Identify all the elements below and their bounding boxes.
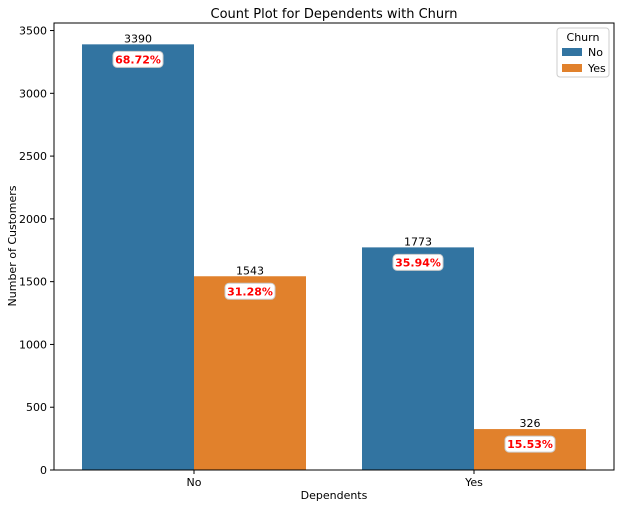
legend-label-yes: Yes: [587, 62, 606, 75]
count-label: 1543: [236, 264, 264, 277]
legend-items: No Yes: [562, 46, 606, 75]
bar-no-no: [82, 44, 194, 470]
count-label: 1773: [404, 235, 432, 248]
chart-title: Count Plot for Dependents with Churn: [211, 7, 458, 22]
legend-swatch-yes: [562, 64, 582, 72]
y-tick-label: 3500: [19, 25, 47, 38]
x-axis: No Yes: [187, 470, 483, 489]
legend: Churn No Yes: [556, 27, 610, 78]
percent-label-box: [392, 253, 444, 271]
percent-label-box: [224, 282, 276, 300]
legend-label-no: No: [588, 46, 603, 59]
y-axis: 0 500 1000 1500 2000 2500 3000 3500: [19, 25, 54, 477]
x-tick-label: No: [187, 476, 202, 489]
bar-yes-no: [194, 276, 306, 470]
y-tick-label: 3000: [19, 87, 47, 100]
y-tick-label: 1000: [19, 338, 47, 351]
x-tick-label: Yes: [464, 476, 483, 489]
bar-no-yes: [362, 247, 474, 470]
y-tick-label: 0: [40, 464, 47, 477]
y-tick-label: 1500: [19, 276, 47, 289]
count-label: 326: [520, 417, 541, 430]
legend-title: Churn: [567, 31, 600, 44]
bar-labels-group: 3390 68.72% 1773 35.94% 1543 31.28% 326 15.53%: [112, 32, 556, 453]
y-tick-label: 2000: [19, 213, 47, 226]
x-axis-label: Dependents: [301, 489, 368, 502]
percent-label: 35.94%: [395, 256, 441, 269]
percent-label-box: [504, 435, 556, 453]
y-tick-label: 2500: [19, 150, 47, 163]
bars-group: [82, 44, 586, 470]
count-label: 3390: [124, 32, 152, 45]
percent-label-box: [112, 50, 164, 68]
plot-frame: [53, 22, 615, 471]
percent-label: 15.53%: [507, 438, 553, 451]
percent-label: 68.72%: [115, 53, 161, 66]
percent-label: 31.28%: [227, 285, 273, 298]
y-tick-label: 500: [26, 401, 47, 414]
y-axis-label: Number of Customers: [6, 185, 19, 306]
legend-swatch-no: [562, 48, 582, 56]
